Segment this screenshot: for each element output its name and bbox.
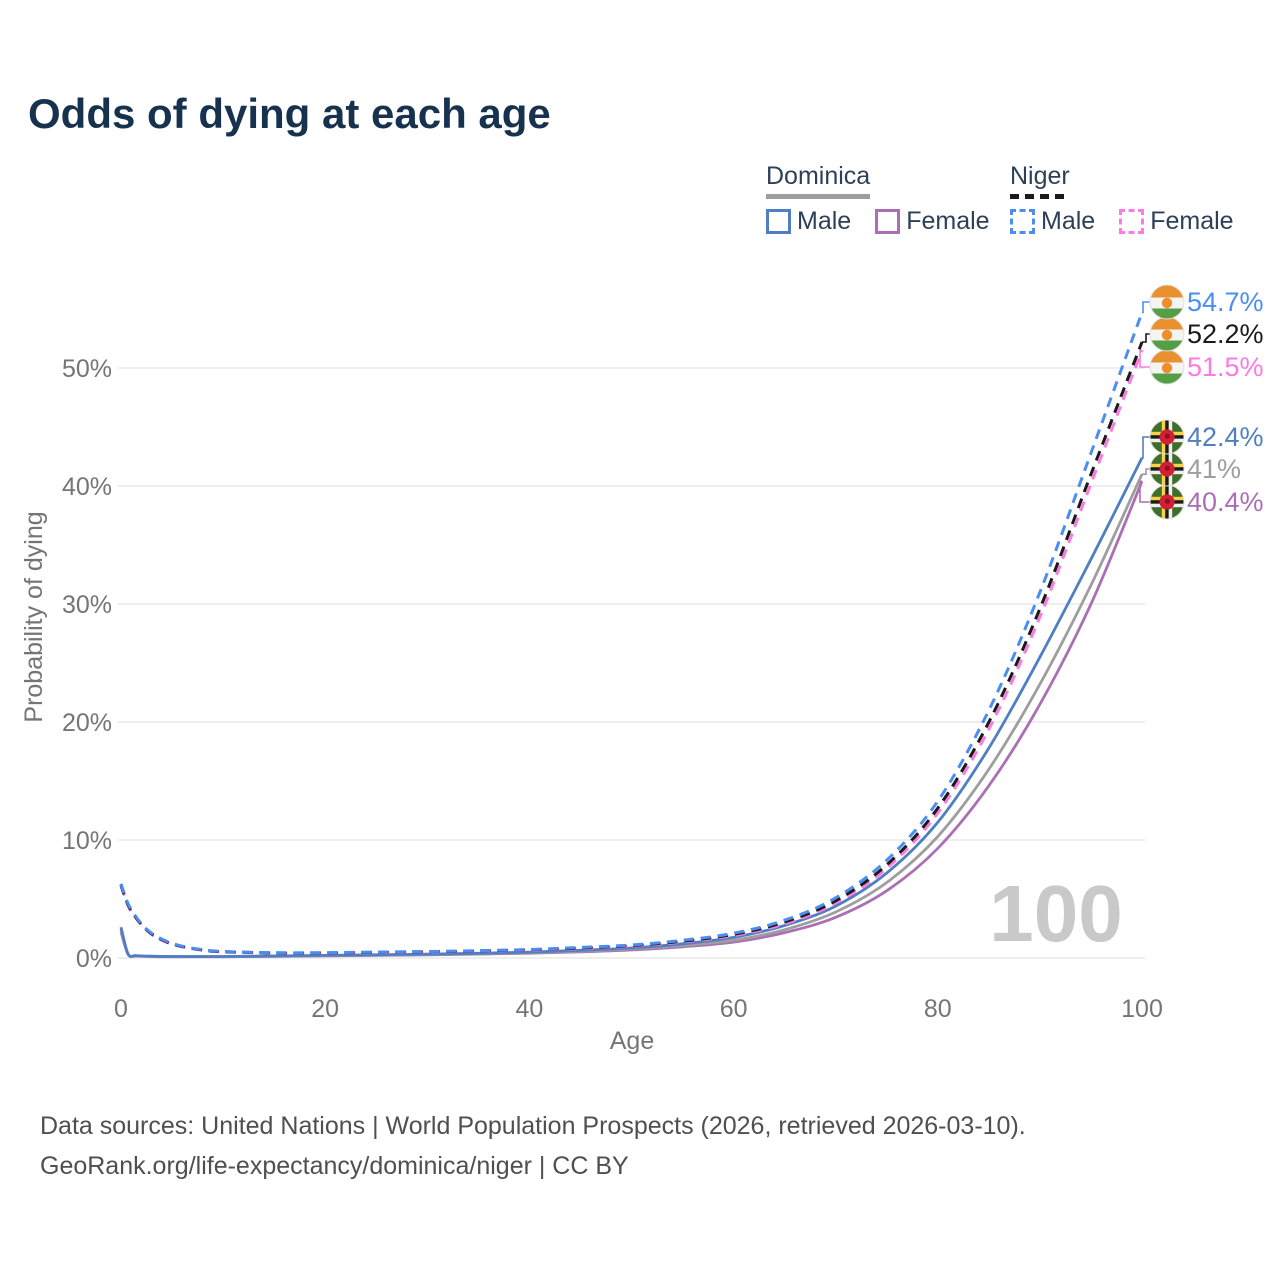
legend-item-niger-male[interactable]: Male xyxy=(1010,207,1095,236)
niger-sun-disc xyxy=(1161,362,1173,374)
niger-sun-disc xyxy=(1161,297,1173,309)
line-chart-plot[interactable]: 0% 10% 20% 30% 40% 50% 0 20 40 60 80 100 Age Probabil… xyxy=(0,0,1280,1090)
niger-flag-icon-niger-male-ring xyxy=(1149,284,1185,320)
dominica-flag-icon-dominica-male xyxy=(1149,419,1185,455)
legend-country-niger-label: Niger xyxy=(1010,162,1070,190)
label-connector-dominica-female xyxy=(1139,480,1150,503)
niger-orange-band xyxy=(1150,317,1184,330)
dominica-parrot-mark xyxy=(1164,465,1170,471)
series-line-niger-male[interactable] xyxy=(119,311,1144,955)
legend-label-dominica-male: Male xyxy=(797,207,852,235)
end-value-label-dominica-male[interactable]: 42.4% xyxy=(1187,422,1264,452)
x-tick-label-20: 20 xyxy=(311,995,339,1023)
label-connector-niger-both xyxy=(1142,333,1150,343)
legend-country-niger: Niger xyxy=(1010,162,1070,199)
end-value-label-dominica-female[interactable]: 40.4% xyxy=(1187,487,1264,517)
label-connector-dominica-both xyxy=(1142,468,1150,475)
niger-male-swatch-icon xyxy=(1010,209,1035,234)
x-tick-label-80: 80 xyxy=(924,995,952,1023)
footer-data-sources: Data sources: United Nations | World Pop… xyxy=(40,1112,1026,1140)
legend-item-niger-female[interactable]: Female xyxy=(1119,207,1234,236)
niger-green-band xyxy=(1150,308,1184,319)
dominica-female-swatch-icon xyxy=(875,209,901,234)
y-tick-label-30: 30% xyxy=(62,591,112,619)
legend-item-dominica-male[interactable]: Male xyxy=(766,207,851,236)
hover-age-watermark: 100 xyxy=(989,869,1122,958)
x-tick-label-60: 60 xyxy=(720,995,748,1023)
label-connector-dominica-male xyxy=(1142,436,1150,459)
dominica-flag-icon-dominica-both-art xyxy=(1150,452,1184,486)
legend-label-dominica-female: Female xyxy=(906,207,990,235)
y-axis-title: Probability of dying xyxy=(20,511,48,722)
end-value-label-niger-female[interactable]: 51.5% xyxy=(1187,352,1264,382)
niger-flag-icon-niger-female xyxy=(1149,349,1185,385)
series-line-niger-female[interactable] xyxy=(119,349,1144,955)
niger-green-band xyxy=(1150,373,1184,384)
dominica-parrot-mark xyxy=(1164,433,1170,439)
dominica-flag-icon-dominica-male-ring xyxy=(1149,419,1185,455)
niger-orange-band xyxy=(1150,350,1184,363)
x-tick-label-100: 100 xyxy=(1121,995,1163,1023)
niger-flag-icon-niger-male xyxy=(1149,284,1185,320)
niger-dashed-line-swatch xyxy=(1010,194,1070,199)
legend-label-niger-female: Female xyxy=(1150,207,1234,235)
niger-flag-icon-niger-male-art xyxy=(1150,285,1184,319)
footer: Data sources: United Nations | World Pop… xyxy=(40,1106,1026,1186)
y-tick-label-20: 20% xyxy=(62,709,112,737)
legend-country-dominica-label: Dominica xyxy=(766,162,871,190)
dominica-male-swatch-icon xyxy=(766,209,791,234)
legend-label-niger-male: Male xyxy=(1041,207,1096,235)
niger-sun-disc xyxy=(1161,329,1173,341)
dominica-flag-icon-dominica-male-art xyxy=(1150,420,1184,454)
dominica-solid-line-swatch xyxy=(766,194,871,199)
legend-item-dominica-female[interactable]: Female xyxy=(875,207,990,236)
y-tick-label-50: 50% xyxy=(62,355,112,383)
niger-female-swatch-icon xyxy=(1119,209,1145,234)
y-tick-label-40: 40% xyxy=(62,473,112,501)
y-tick-label-0: 0% xyxy=(76,945,112,973)
end-value-label-niger-male[interactable]: 54.7% xyxy=(1187,287,1264,317)
niger-orange-band xyxy=(1150,285,1184,298)
end-value-label-dominica-both[interactable]: 41% xyxy=(1187,454,1241,484)
legend-group-dominica: Dominica Male Female xyxy=(766,162,1014,236)
dominica-parrot-mark xyxy=(1164,498,1170,504)
end-value-label-niger-both[interactable]: 52.2% xyxy=(1187,319,1264,349)
series-line-niger-both[interactable] xyxy=(119,341,1144,955)
dominica-flag-icon-dominica-female xyxy=(1149,484,1185,520)
label-connector-niger-female xyxy=(1139,349,1150,368)
series-line-dominica-male[interactable] xyxy=(119,457,1144,958)
dominica-flag-icon-dominica-both xyxy=(1149,451,1185,487)
dominica-flag-icon-dominica-female-art xyxy=(1150,485,1184,519)
niger-flag-icon-niger-both-art xyxy=(1150,317,1184,351)
legend-group-niger: Niger Male Female xyxy=(1010,162,1258,236)
chart-title: Odds of dying at each age xyxy=(28,90,551,137)
niger-flag-icon-niger-female-art xyxy=(1150,350,1184,384)
x-tick-label-40: 40 xyxy=(515,995,543,1023)
niger-flag-icon-niger-both xyxy=(1149,316,1185,352)
legend-country-dominica: Dominica xyxy=(766,162,871,199)
label-connector-niger-male xyxy=(1142,301,1150,314)
y-tick-label-10: 10% xyxy=(62,827,112,855)
x-tick-label-0: 0 xyxy=(114,995,128,1023)
footer-attribution: GeoRank.org/life-expectancy/dominica/nig… xyxy=(40,1152,629,1180)
niger-green-band xyxy=(1150,340,1184,351)
legend: Dominica Male Female Niger xyxy=(0,162,1280,242)
x-axis-title: Age xyxy=(610,1027,654,1055)
